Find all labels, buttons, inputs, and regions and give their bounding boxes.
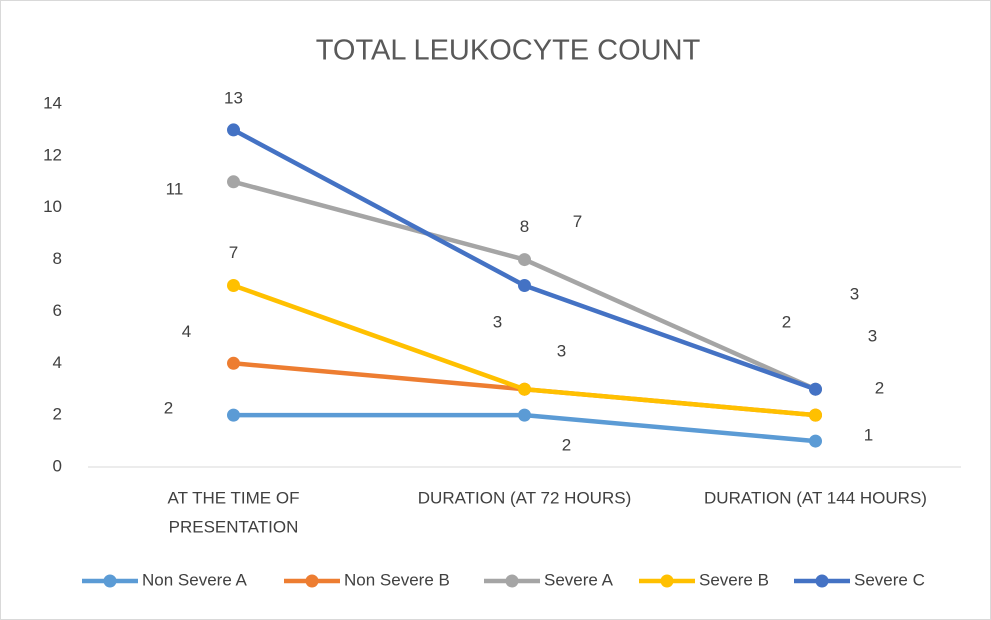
legend-marker xyxy=(660,574,674,588)
y-tick-label: 2 xyxy=(53,405,62,424)
legend-label: Severe B xyxy=(699,570,769,589)
data-point xyxy=(809,434,822,448)
data-label: 11 xyxy=(166,179,184,198)
data-label: 7 xyxy=(229,243,238,262)
data-label: 2 xyxy=(782,313,791,332)
legend-marker xyxy=(505,574,519,588)
x-tick-label: DURATION (AT 144 HOURS) xyxy=(704,488,927,507)
y-tick-label: 4 xyxy=(53,353,62,372)
legend-label: Severe A xyxy=(544,570,614,589)
data-point xyxy=(227,408,240,422)
legend-marker xyxy=(305,574,319,588)
legend-label: Severe C xyxy=(854,570,925,589)
legend-marker xyxy=(103,574,117,588)
y-tick-label: 14 xyxy=(43,93,62,112)
data-label: 2 xyxy=(164,399,173,418)
x-tick-label: DURATION (AT 72 HOURS) xyxy=(418,488,631,507)
data-label: 7 xyxy=(573,212,582,231)
data-label: 2 xyxy=(562,436,571,455)
data-point xyxy=(518,382,531,396)
x-tick-label: PRESENTATION xyxy=(169,517,299,536)
data-label: 8 xyxy=(520,217,529,236)
y-tick-label: 10 xyxy=(43,197,62,216)
data-point xyxy=(227,175,240,189)
data-point xyxy=(809,408,822,422)
data-label: 3 xyxy=(493,313,502,332)
y-tick-label: 6 xyxy=(53,301,62,320)
data-point xyxy=(518,408,531,422)
data-label: 1 xyxy=(864,426,873,445)
legend-label: Non Severe A xyxy=(142,570,248,589)
data-point xyxy=(518,253,531,267)
data-point xyxy=(227,123,240,137)
y-tick-label: 8 xyxy=(53,249,62,268)
legend-marker xyxy=(815,574,829,588)
x-tick-label: AT THE TIME OF xyxy=(168,488,300,507)
data-label: 3 xyxy=(850,285,859,304)
data-label: 13 xyxy=(224,88,243,107)
y-tick-label: 12 xyxy=(43,145,62,164)
data-point xyxy=(227,279,240,292)
data-point xyxy=(227,356,240,370)
data-label: 3 xyxy=(868,327,877,346)
data-label: 2 xyxy=(875,379,884,398)
data-label: 3 xyxy=(557,342,566,361)
data-point xyxy=(809,382,822,396)
chart-title: TOTAL LEUKOCYTE COUNT xyxy=(316,35,701,67)
data-point xyxy=(518,279,531,292)
legend-label: Non Severe B xyxy=(344,570,450,589)
data-label: 4 xyxy=(182,322,191,341)
y-tick-label: 0 xyxy=(53,456,62,475)
